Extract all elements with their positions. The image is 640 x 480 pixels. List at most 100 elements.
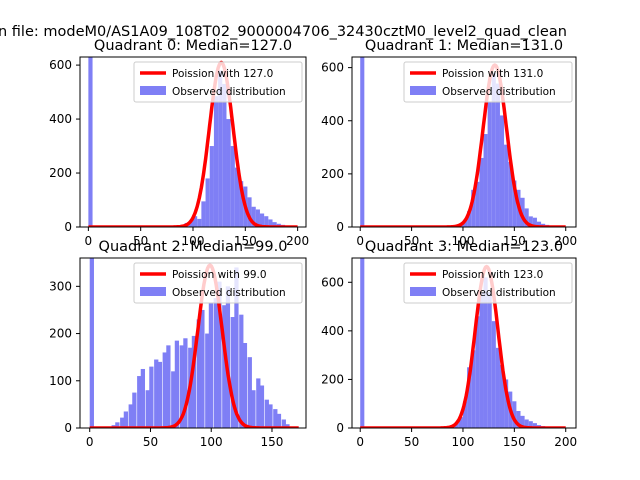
histogram-bar (475, 181, 480, 227)
y-tick-label: 200 (321, 167, 344, 181)
histogram-bar (471, 189, 476, 227)
histogram-bar (467, 367, 472, 428)
histogram-bar (225, 286, 231, 428)
x-tick-label: 150 (261, 435, 284, 449)
x-tick-label: 0 (356, 234, 364, 248)
x-tick-label: 0 (85, 234, 93, 248)
y-tick-label: 600 (49, 58, 72, 72)
y-tick-label: 400 (49, 112, 72, 126)
histogram-bar (213, 298, 218, 428)
histogram-bar (251, 390, 256, 428)
y-tick-label: 0 (336, 421, 344, 435)
legend: Poission with 99.0 Observed distribution (133, 262, 303, 304)
y-tick-label: 600 (321, 61, 344, 75)
histogram-bar (281, 419, 286, 428)
histogram-bar (264, 216, 269, 227)
histogram-bar (205, 178, 210, 227)
histogram-bar (196, 319, 201, 428)
histogram-bar (191, 335, 197, 428)
plot-area (359, 57, 567, 227)
x-tick-label: 200 (554, 435, 577, 449)
histogram-bar (166, 345, 171, 428)
histogram-bar (516, 411, 521, 428)
histogram-bar (247, 357, 252, 428)
histogram-bar (200, 309, 205, 428)
histogram-bar (512, 180, 517, 227)
histogram-bar (137, 376, 142, 428)
y-tick-label: 400 (321, 114, 344, 128)
histogram-bar (149, 366, 154, 428)
subplot-title: Quadrant 3: Median=123.0 (365, 239, 563, 255)
legend-box (403, 61, 573, 103)
x-tick-label: 50 (404, 435, 419, 449)
histogram-bar (239, 314, 244, 428)
histogram-bar (487, 102, 492, 227)
histogram-bar (128, 404, 133, 428)
histogram-bar (528, 421, 533, 428)
histogram-bar (115, 422, 120, 428)
histogram-bar (222, 83, 227, 227)
histogram-bar (239, 181, 244, 227)
histogram-bar (491, 321, 496, 428)
histogram-bar (140, 368, 146, 428)
histogram-bar (360, 258, 365, 428)
histogram-bar (217, 281, 222, 428)
legend: Poission with 123.0 Observed distribution (403, 262, 573, 304)
legend-hist-label: Observed distribution (172, 86, 286, 98)
histogram-bar (479, 157, 484, 227)
histogram-bar (499, 364, 505, 428)
histogram-bar (479, 292, 484, 428)
histogram-bar (205, 333, 210, 428)
histogram-bar (268, 404, 273, 428)
subplot-1: 0 50 100 150 200 0 200 400 600 Quadrant 1: Median… (321, 38, 577, 248)
legend-line-label: Poission with 99.0 (172, 269, 267, 281)
x-tick-label: 50 (133, 234, 148, 248)
histogram-bar (360, 57, 365, 227)
y-tick-label: 200 (49, 327, 72, 341)
axes-frame (79, 257, 307, 429)
histogram-bar (247, 197, 252, 227)
histogram-bar (520, 197, 525, 227)
histogram-bar (458, 417, 463, 428)
legend-hist-swatch (140, 287, 166, 296)
histogram-bar (462, 401, 468, 428)
histogram-bar (285, 424, 290, 428)
histogram-bar (475, 316, 480, 428)
subplot-2: 0 50 100 150 0 100 200 300 Quadrant 2: Median=99… (49, 239, 307, 449)
histogram-bar (201, 201, 206, 227)
x-tick-label: 200 (286, 234, 309, 248)
histogram-bar (88, 57, 93, 227)
x-tick-label: 150 (503, 234, 526, 248)
x-tick-label: 50 (404, 234, 419, 248)
histogram-bar (532, 423, 537, 428)
histogram-bar (512, 401, 517, 428)
histogram-bar (218, 70, 223, 227)
histogram-bar (89, 258, 94, 428)
subplot-0: 0 50 100 150 200 0 200 400 600 Quadrant 0: Median… (49, 38, 309, 248)
y-tick-label: 400 (321, 324, 344, 338)
legend: Poission with 127.0 Observed distribution (133, 61, 303, 103)
histogram-bar (495, 83, 500, 227)
histogram-bar (234, 167, 240, 227)
histogram-bar (123, 411, 128, 428)
histogram-bar (162, 352, 167, 428)
figure-suptitle: n file: modeM0/AS1A09_108T02_9000004706_… (0, 24, 567, 40)
legend-hist-swatch (140, 86, 166, 95)
x-tick-label: 150 (503, 435, 526, 449)
x-tick-label: 0 (356, 435, 364, 449)
histogram-bar (491, 72, 496, 227)
histogram-bar (154, 359, 159, 428)
x-tick-label: 0 (86, 435, 94, 449)
histogram-bar (259, 385, 265, 428)
histogram-bar (504, 144, 509, 227)
histogram-bar (508, 161, 513, 227)
histogram-bar (226, 119, 231, 227)
histogram-bar (208, 302, 214, 428)
y-tick-label: 0 (336, 220, 344, 234)
histogram-bar (230, 317, 235, 428)
legend-hist-label: Observed distribution (442, 287, 556, 299)
subplot-3: 0 50 100 150 200 0 200 400 600 Quadrant 3: Median… (321, 239, 577, 449)
histogram-bar (487, 292, 492, 428)
legend: Poission with 131.0 Observed distribution (403, 61, 573, 103)
